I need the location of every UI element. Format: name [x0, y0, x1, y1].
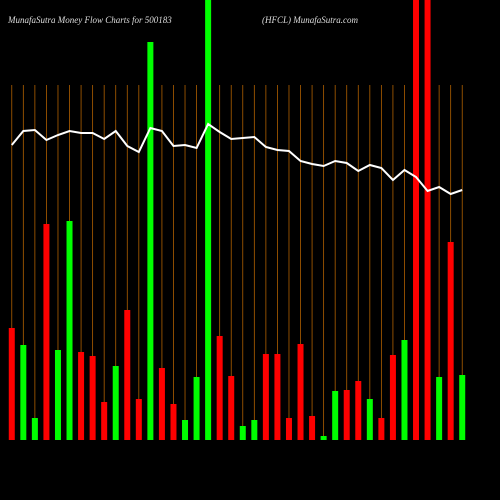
bar [170, 404, 177, 440]
bar [124, 310, 131, 440]
bar [182, 420, 189, 440]
bar [101, 402, 108, 440]
bar [78, 352, 85, 440]
bar [147, 42, 154, 440]
bar [8, 328, 15, 440]
bar [378, 418, 385, 440]
bar [401, 340, 408, 440]
bar [262, 354, 269, 440]
chart-subtitle: (HFCL) MunafaSutra.com [262, 15, 358, 25]
bar [389, 355, 396, 440]
bar [459, 375, 466, 440]
chart-title: MunafaSutra Money Flow Charts for 500183 [7, 15, 172, 25]
bar [43, 224, 50, 440]
bar [158, 368, 165, 440]
bar [239, 426, 246, 440]
bar [436, 377, 443, 440]
bar [205, 0, 212, 440]
bar [332, 391, 339, 440]
bar [355, 381, 362, 440]
bar [285, 418, 292, 440]
bar [89, 356, 96, 440]
bar [193, 377, 200, 440]
bar [366, 399, 373, 440]
bar [343, 390, 350, 440]
bar [274, 354, 281, 440]
bar [447, 242, 454, 440]
bar [20, 345, 27, 440]
bar [112, 366, 119, 440]
bar [135, 399, 142, 440]
bar [424, 0, 431, 440]
line [11, 122, 463, 196]
bar [216, 336, 223, 440]
bar [413, 0, 420, 440]
bar [66, 221, 73, 440]
bar [251, 420, 258, 440]
bar [320, 436, 327, 440]
bar [228, 376, 235, 440]
bar [54, 350, 61, 440]
bar [309, 416, 316, 440]
bar [31, 418, 38, 440]
bar [297, 344, 304, 440]
